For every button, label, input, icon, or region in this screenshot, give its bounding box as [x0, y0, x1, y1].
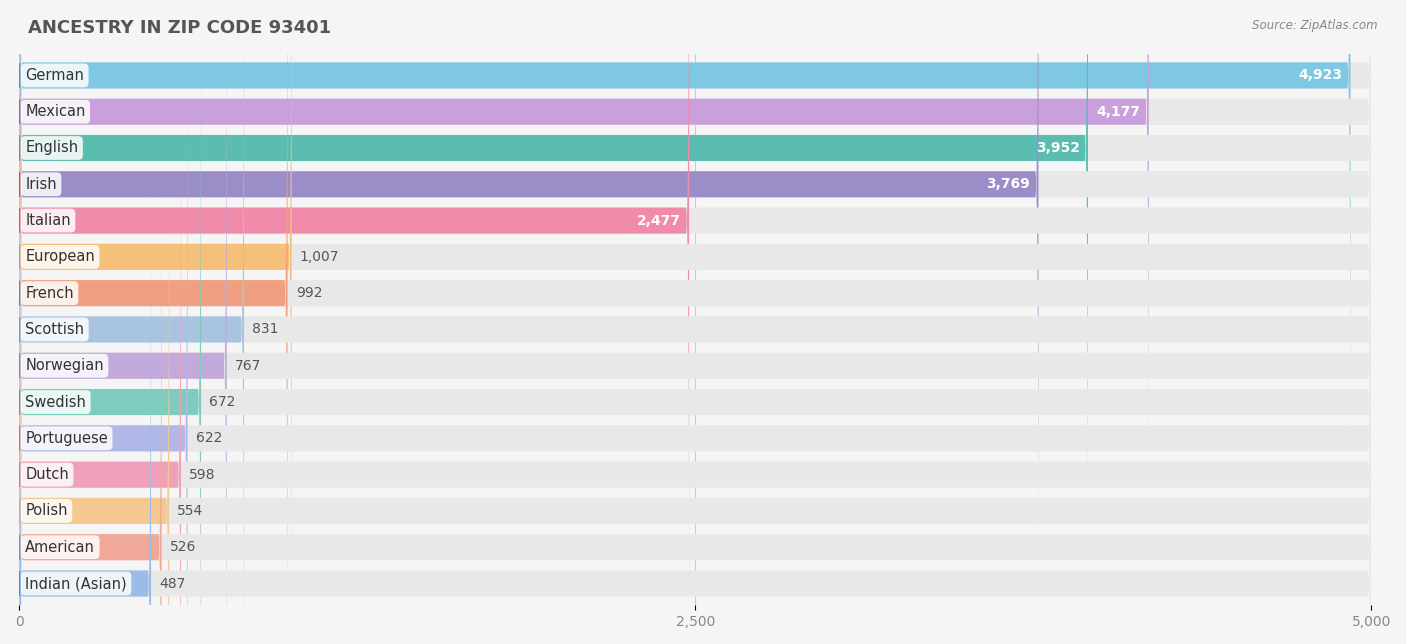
Text: 622: 622	[195, 431, 222, 446]
Text: Scottish: Scottish	[25, 322, 84, 337]
FancyBboxPatch shape	[20, 125, 162, 644]
Text: 831: 831	[252, 323, 278, 336]
Text: European: European	[25, 249, 96, 265]
Text: Polish: Polish	[25, 504, 67, 518]
Text: 2,477: 2,477	[637, 214, 681, 227]
FancyBboxPatch shape	[20, 161, 1371, 644]
FancyBboxPatch shape	[20, 0, 1371, 644]
FancyBboxPatch shape	[20, 52, 1371, 644]
Text: ANCESTRY IN ZIP CODE 93401: ANCESTRY IN ZIP CODE 93401	[28, 19, 332, 37]
FancyBboxPatch shape	[20, 0, 1371, 498]
FancyBboxPatch shape	[20, 0, 1371, 644]
FancyBboxPatch shape	[20, 0, 1149, 534]
FancyBboxPatch shape	[20, 0, 1371, 534]
Text: 598: 598	[190, 468, 215, 482]
Text: Portuguese: Portuguese	[25, 431, 108, 446]
FancyBboxPatch shape	[20, 0, 1371, 607]
FancyBboxPatch shape	[20, 0, 291, 644]
FancyBboxPatch shape	[20, 0, 288, 644]
Text: 992: 992	[295, 286, 322, 300]
FancyBboxPatch shape	[20, 161, 150, 644]
Text: Irish: Irish	[25, 177, 58, 192]
Text: 3,952: 3,952	[1036, 141, 1080, 155]
FancyBboxPatch shape	[20, 0, 245, 644]
FancyBboxPatch shape	[20, 0, 1371, 644]
FancyBboxPatch shape	[20, 0, 1088, 571]
Text: Dutch: Dutch	[25, 467, 69, 482]
FancyBboxPatch shape	[20, 0, 1371, 643]
FancyBboxPatch shape	[20, 0, 1371, 644]
FancyBboxPatch shape	[20, 0, 1351, 498]
Text: 4,177: 4,177	[1097, 105, 1140, 118]
FancyBboxPatch shape	[20, 0, 1039, 607]
FancyBboxPatch shape	[20, 125, 1371, 644]
FancyBboxPatch shape	[20, 0, 201, 644]
Text: 487: 487	[159, 576, 186, 591]
Text: 554: 554	[177, 504, 204, 518]
Text: Norwegian: Norwegian	[25, 358, 104, 374]
Text: Swedish: Swedish	[25, 395, 86, 410]
Text: Italian: Italian	[25, 213, 70, 228]
FancyBboxPatch shape	[20, 88, 1371, 644]
Text: 3,769: 3,769	[987, 177, 1031, 191]
Text: American: American	[25, 540, 96, 554]
FancyBboxPatch shape	[20, 0, 1371, 571]
Text: Mexican: Mexican	[25, 104, 86, 119]
Text: French: French	[25, 286, 75, 301]
FancyBboxPatch shape	[20, 52, 181, 644]
Text: English: English	[25, 140, 79, 155]
Text: German: German	[25, 68, 84, 83]
Text: 526: 526	[170, 540, 195, 554]
Text: 1,007: 1,007	[299, 250, 339, 264]
Text: Indian (Asian): Indian (Asian)	[25, 576, 127, 591]
FancyBboxPatch shape	[20, 16, 187, 644]
FancyBboxPatch shape	[20, 88, 169, 644]
Text: 672: 672	[209, 395, 236, 409]
Text: 767: 767	[235, 359, 262, 373]
Text: Source: ZipAtlas.com: Source: ZipAtlas.com	[1253, 19, 1378, 32]
FancyBboxPatch shape	[20, 16, 1371, 644]
FancyBboxPatch shape	[20, 0, 689, 643]
FancyBboxPatch shape	[20, 0, 226, 644]
FancyBboxPatch shape	[20, 0, 1371, 644]
Text: 4,923: 4,923	[1298, 68, 1343, 82]
